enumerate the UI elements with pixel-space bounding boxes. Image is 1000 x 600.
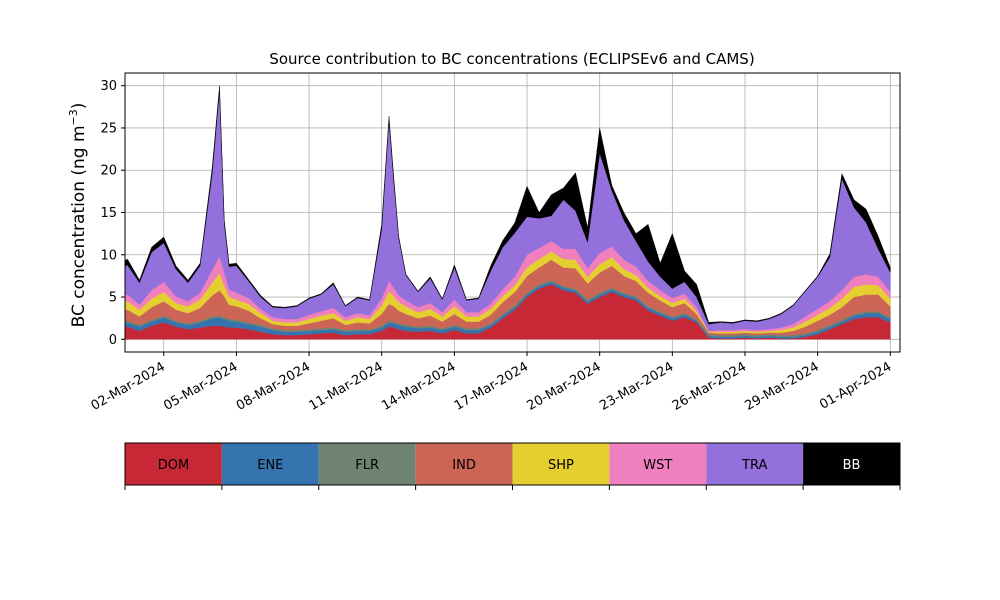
y-tick-label: 0	[109, 333, 117, 348]
legend-label: IND	[452, 458, 476, 473]
x-tick-label: 02-Mar-2024	[89, 359, 168, 413]
legend-swatch-flr	[318, 443, 416, 485]
y-tick-label: 15	[100, 206, 117, 221]
legend-swatch-wst	[609, 443, 707, 485]
legend-swatch-ene	[221, 443, 319, 485]
legend-label: ENE	[257, 458, 283, 473]
legend-swatch-shp	[512, 443, 610, 485]
legend-swatch-tra	[706, 443, 804, 485]
y-axis-label: BC concentration (ng m−3)	[67, 103, 89, 328]
chart-title: Source contribution to BC concentrations…	[269, 50, 754, 68]
x-tick-label: 14-Mar-2024	[379, 359, 458, 413]
legend-swatch-dom	[125, 443, 222, 485]
legend-label: WST	[643, 458, 672, 473]
y-tick-label: 25	[100, 121, 117, 136]
x-tick-label: 29-Mar-2024	[743, 359, 822, 413]
x-tick-label: 01-Apr-2024	[817, 359, 894, 412]
x-axis: 02-Mar-202405-Mar-202408-Mar-202411-Mar-…	[89, 352, 894, 414]
legend-swatch-bb	[803, 443, 900, 485]
x-tick-label: 11-Mar-2024	[307, 359, 386, 413]
y-tick-label: 30	[100, 79, 117, 94]
stacked-areas	[125, 85, 891, 340]
legend-colorbar: DOM ENE FLR IND SHP WST TRA BB	[124, 442, 901, 490]
x-tick-label: 20-Mar-2024	[525, 359, 604, 413]
y-axis-label-main: BC concentration (ng m	[69, 125, 89, 327]
y-tick-label: 5	[109, 291, 117, 306]
area-bb	[125, 85, 891, 325]
legend-label: SHP	[548, 458, 574, 473]
y-axis-label-sup: −3	[67, 109, 80, 125]
y-tick-label: 20	[100, 164, 117, 179]
y-tick-label: 10	[100, 248, 117, 263]
y-axis: 0 5 10 15 20 25 30	[100, 79, 125, 348]
x-tick-label: 26-Mar-2024	[670, 359, 749, 413]
x-tick-label: 17-Mar-2024	[452, 359, 531, 413]
legend-label: TRA	[741, 458, 767, 473]
y-axis-label-close: )	[69, 103, 89, 110]
legend-label: FLR	[355, 458, 379, 473]
legend-label: BB	[843, 458, 861, 473]
x-tick-label: 08-Mar-2024	[234, 359, 313, 413]
x-tick-label: 05-Mar-2024	[161, 359, 240, 413]
x-tick-label: 23-Mar-2024	[597, 359, 676, 413]
legend-label: DOM	[158, 458, 189, 473]
legend-swatch-ind	[415, 443, 513, 485]
